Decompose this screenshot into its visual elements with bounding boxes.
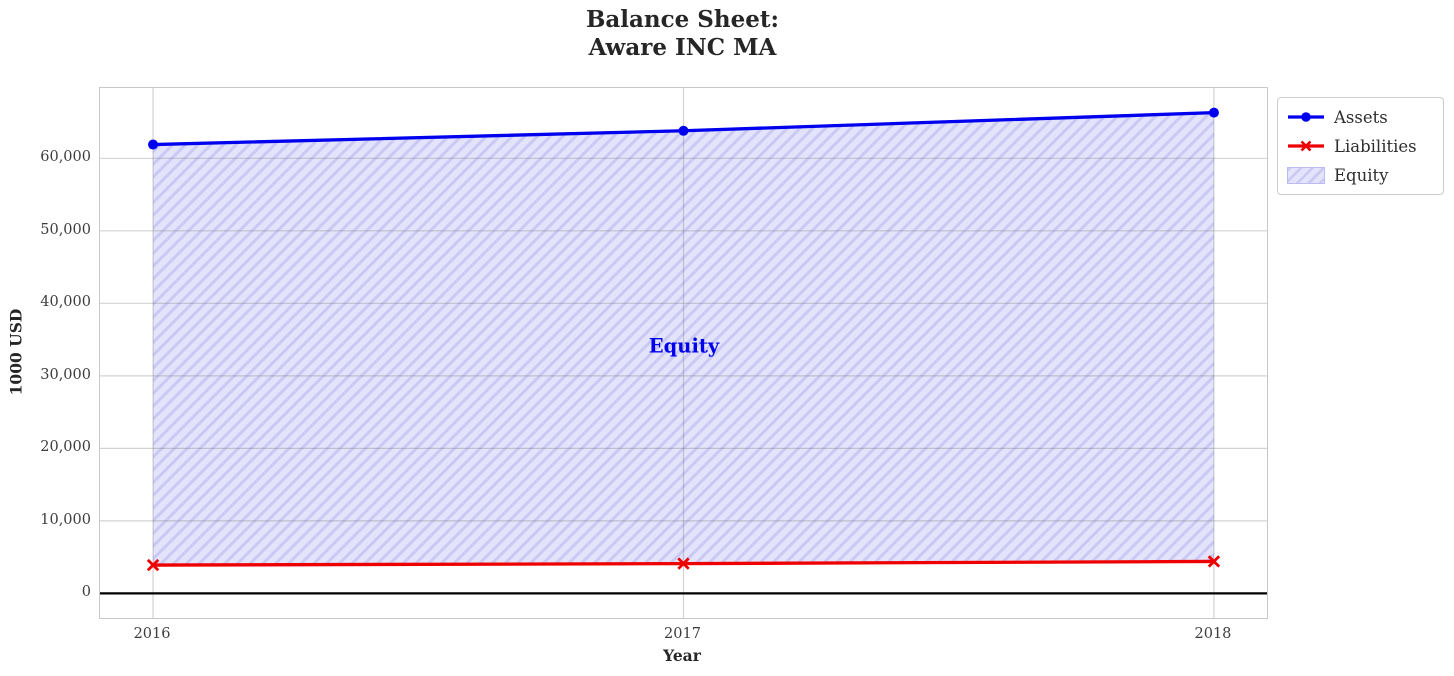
liabilities-point-2016 <box>146 558 160 572</box>
assets-point-2017 <box>678 125 689 136</box>
x-tick-label: 2018 <box>1194 626 1232 642</box>
series-assets <box>148 107 1219 150</box>
x-axis-label: Year <box>663 646 701 665</box>
series-liabilities <box>146 555 1221 572</box>
plot-area <box>99 87 1268 619</box>
legend-label-liabilities: Liabilities <box>1334 136 1417 156</box>
y-tick-label: 50,000 <box>40 221 91 238</box>
legend-item-liabilities: Liabilities <box>1287 134 1433 158</box>
liabilities-point-2017 <box>677 557 690 570</box>
legend: Assets Liabilities Equity <box>1277 97 1444 195</box>
chart-title: Balance Sheet: Aware INC MA <box>99 6 1266 62</box>
y-tick-label: 20,000 <box>40 439 91 456</box>
liabilities-line-x-icon <box>1288 140 1324 152</box>
assets-line-circle-icon <box>1288 112 1324 122</box>
y-tick-label: 10,000 <box>40 511 91 528</box>
x-tick-label: 2016 <box>133 626 171 642</box>
equity-fill-area <box>153 112 1214 566</box>
plot-canvas <box>100 88 1267 618</box>
chart-title-line2: Aware INC MA <box>588 34 777 61</box>
liabilities-point-2018 <box>1207 555 1221 568</box>
legend-label-assets: Assets <box>1334 107 1388 127</box>
legend-item-assets: Assets <box>1287 105 1433 129</box>
legend-label-equity: Equity <box>1334 165 1389 185</box>
x-tick-label: 2017 <box>664 626 701 642</box>
assets-point-2018 <box>1208 107 1219 118</box>
chart-title-line1: Balance Sheet: <box>585 6 780 33</box>
legend-item-equity: Equity <box>1287 163 1433 187</box>
y-tick-label: 30,000 <box>40 366 91 383</box>
equity-area-annotation: Equity <box>648 334 720 358</box>
assets-point-2016 <box>148 139 159 150</box>
equity-hatch-swatch-icon <box>1287 166 1325 184</box>
y-tick-label: 60,000 <box>40 149 91 166</box>
data-series <box>146 107 1221 572</box>
y-tick-label: 0 <box>81 584 91 601</box>
y-tick-label: 40,000 <box>40 294 91 311</box>
